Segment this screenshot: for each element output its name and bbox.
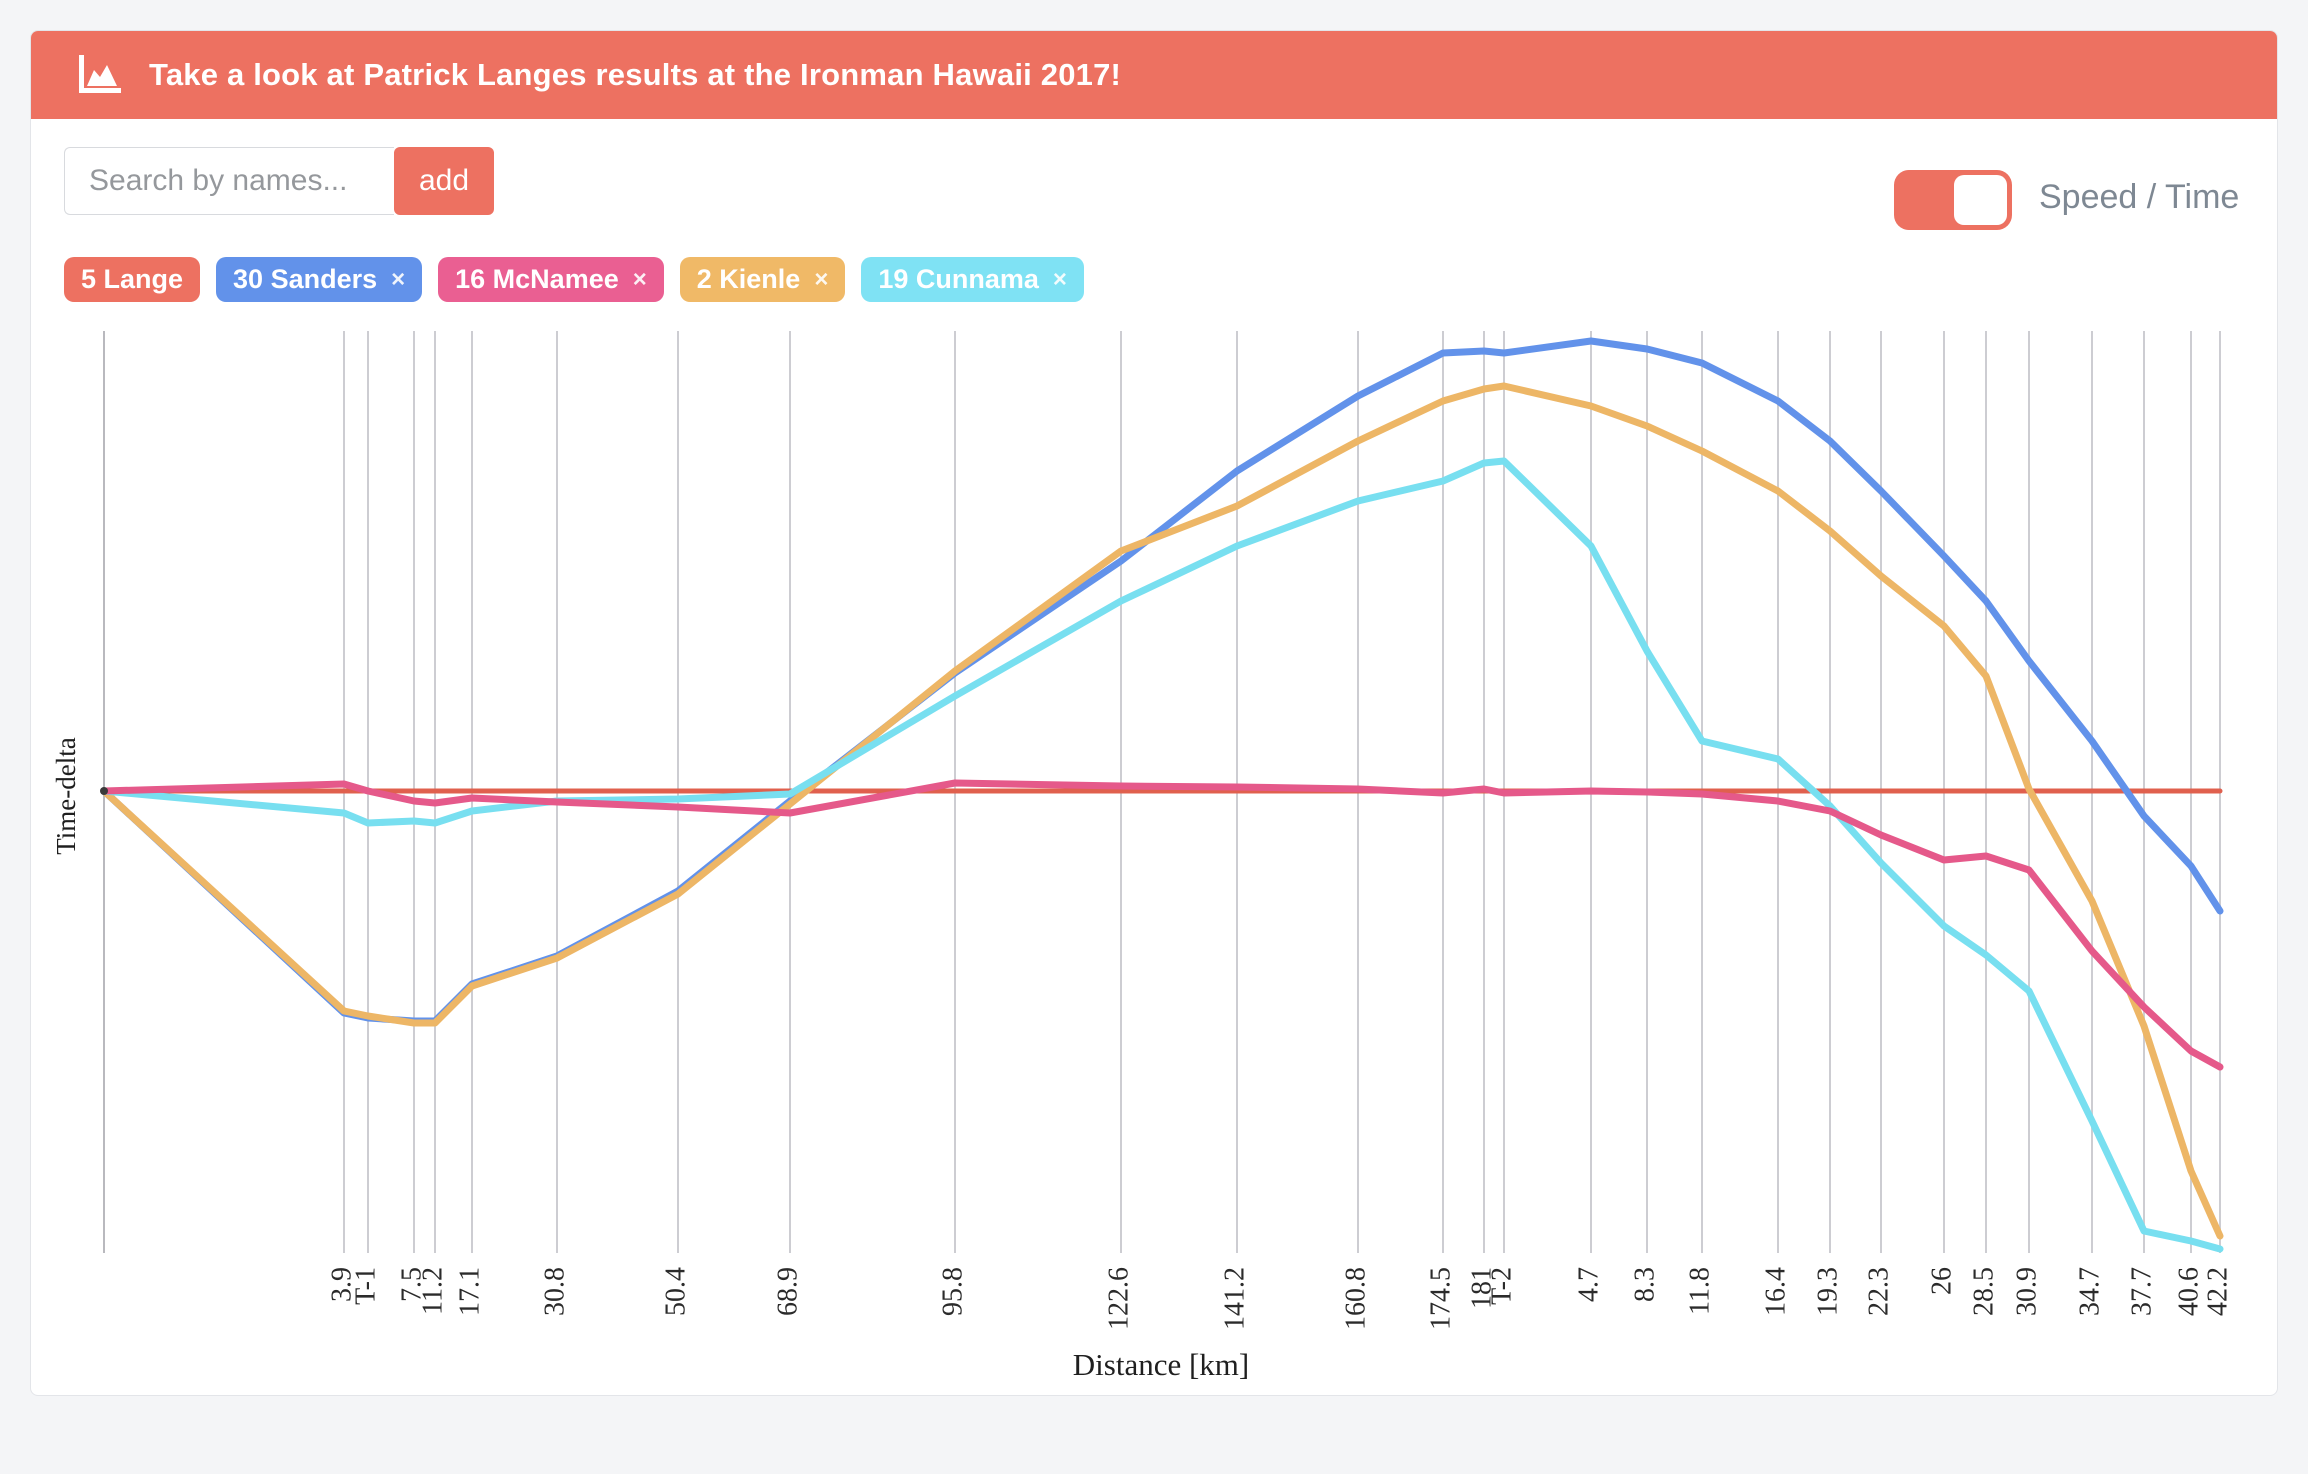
remove-tag-icon[interactable]: × [814, 265, 829, 293]
athlete-tag-label: 19 Cunnama [878, 264, 1039, 294]
area-chart-icon [79, 55, 121, 93]
speed-time-toggle[interactable] [1894, 170, 2012, 230]
x-tick-label: 34.7 [2074, 1267, 2105, 1316]
x-tick-label: 40.6 [2173, 1267, 2204, 1316]
athlete-tag[interactable]: 16 McNamee × [438, 257, 664, 302]
x-tick-label: 95.8 [937, 1267, 968, 1316]
athlete-tags: 5 Lange 30 Sanders × 16 McNamee × 2 Kienle × 19… [64, 257, 1084, 302]
x-tick-label: 50.4 [660, 1267, 691, 1316]
x-tick-label: 3.9 [326, 1267, 357, 1302]
athlete-tag[interactable]: 19 Cunnama × [861, 257, 1084, 302]
series-line-16-mcnamee [100, 779, 2224, 1071]
x-tick-label: 122.6 [1103, 1267, 1134, 1330]
remove-tag-icon[interactable]: × [632, 265, 647, 293]
x-tick-label: 37.7 [2126, 1267, 2157, 1316]
toggle-label: Speed / Time [2039, 178, 2240, 216]
remove-tag-icon[interactable]: × [391, 265, 406, 293]
series-line-30-sanders [100, 337, 2224, 1025]
banner-title: Take a look at Patrick Langes results at… [149, 57, 1122, 92]
app-card: Take a look at Patrick Langes results at… [30, 30, 2278, 1396]
y-axis-label: Time-delta [51, 737, 81, 855]
series-line-19-cunnama [100, 457, 2224, 1253]
x-tick-label: 174.5 [1425, 1267, 1456, 1330]
toggle-knob [1954, 175, 2007, 225]
athlete-tag-label: 5 Lange [81, 264, 184, 294]
race-start-point [100, 787, 108, 795]
x-tick-label: 19.3 [1812, 1267, 1843, 1316]
add-button[interactable]: add [394, 147, 494, 215]
x-tick-label: 11.8 [1684, 1267, 1715, 1315]
x-tick-label: T-1 [350, 1267, 381, 1305]
series-line-2-kienle [100, 382, 2224, 1240]
x-tick-label: 7.5 [396, 1267, 427, 1302]
x-tick-label: 28.5 [1968, 1267, 1999, 1316]
x-tick-label: 42.2 [2202, 1267, 2233, 1316]
search-input[interactable] [64, 147, 394, 215]
x-tick-label: 16.4 [1760, 1267, 1791, 1316]
search-group: add [64, 147, 494, 215]
x-tick-label: 26 [1926, 1267, 1957, 1295]
x-tick-label: 181 [1466, 1267, 1497, 1309]
athlete-tag-label: 16 McNamee [455, 264, 619, 294]
athlete-tag-label: 2 Kienle [696, 264, 801, 294]
athlete-tag-label: 30 Sanders [233, 264, 378, 294]
x-axis-label: Distance [km] [1073, 1347, 1249, 1382]
x-tick-label: 160.8 [1340, 1267, 1371, 1330]
x-tick-label: 30.8 [539, 1267, 570, 1316]
athlete-tag[interactable]: 2 Kienle × [679, 257, 846, 302]
x-tick-label: T-2 [1486, 1267, 1517, 1305]
remove-tag-icon[interactable]: × [1052, 265, 1067, 293]
x-tick-label: 4.7 [1573, 1267, 1604, 1302]
athlete-tag[interactable]: 5 Lange [64, 257, 201, 302]
x-tick-label: 8.3 [1629, 1267, 1660, 1302]
time-delta-chart: 3.9T-1 7.511.2 17.1 30.8 50.4 68.9 95.8 122.6 14… [51, 331, 2233, 1382]
x-tick-label: 11.2 [417, 1267, 448, 1315]
x-tick-label: 30.9 [2011, 1267, 2042, 1316]
x-tick-label: 22.3 [1863, 1267, 1894, 1316]
header-banner: Take a look at Patrick Langes results at… [31, 31, 2277, 119]
x-tick-label: 17.1 [454, 1267, 485, 1316]
x-tick-label: 141.2 [1219, 1267, 1250, 1330]
athlete-tag[interactable]: 30 Sanders × [216, 257, 423, 302]
x-tick-label: 68.9 [772, 1267, 803, 1316]
